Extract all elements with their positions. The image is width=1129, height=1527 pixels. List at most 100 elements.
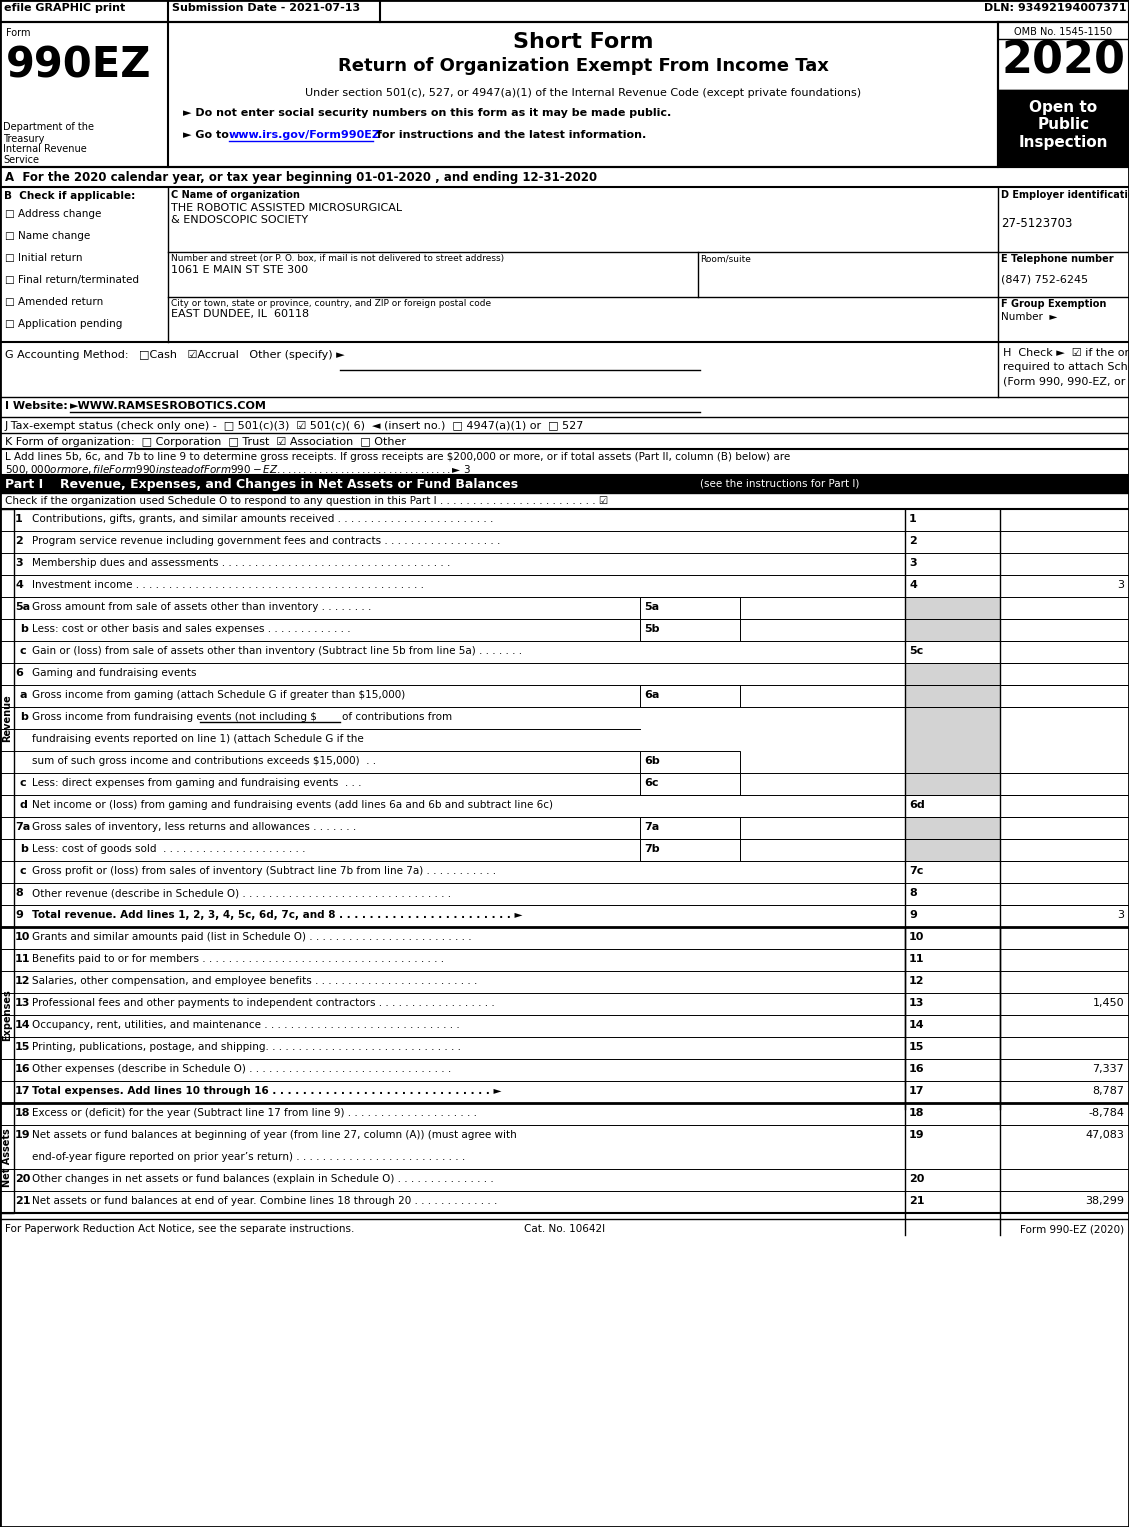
Bar (0, 927, 14, 1102)
Text: 9: 9 (909, 910, 917, 919)
Bar (0, 1102, 14, 1212)
Text: Membership dues and assessments . . . . . . . . . . . . . . . . . . . . . . . . : Membership dues and assessments . . . . … (32, 557, 450, 568)
Text: Net assets or fund balances at end of year. Combine lines 18 through 20 . . . . : Net assets or fund balances at end of ye… (32, 1196, 498, 1206)
Text: 4: 4 (909, 580, 917, 589)
Text: d: d (20, 800, 28, 809)
Text: 8: 8 (15, 889, 23, 898)
Text: 5c: 5c (909, 646, 924, 657)
Bar (1000, 838, 1129, 861)
Text: Gross profit or (loss) from sales of inventory (Subtract line 7b from line 7a) .: Gross profit or (loss) from sales of inv… (32, 866, 496, 876)
Text: F Group Exemption: F Group Exemption (1001, 299, 1106, 308)
Text: (Form 990, 990-EZ, or 990-PF).: (Form 990, 990-EZ, or 990-PF). (1003, 376, 1129, 386)
Text: Form: Form (6, 27, 30, 38)
Text: fundraising events reported on line 1) (attach Schedule G if the: fundraising events reported on line 1) (… (32, 734, 364, 744)
Text: For Paperwork Reduction Act Notice, see the separate instructions.: For Paperwork Reduction Act Notice, see … (5, 1225, 355, 1234)
Text: 1: 1 (909, 515, 917, 524)
Text: Less: cost of goods sold  . . . . . . . . . . . . . . . . . . . . . .: Less: cost of goods sold . . . . . . . .… (32, 844, 306, 854)
Text: c: c (20, 646, 27, 657)
Bar (905, 597, 1000, 641)
Text: Printing, publications, postage, and shipping. . . . . . . . . . . . . . . . . .: Printing, publications, postage, and shi… (32, 1041, 461, 1052)
Bar (640, 751, 739, 773)
Text: c: c (20, 777, 27, 788)
Text: Room/suite: Room/suite (700, 253, 751, 263)
Bar (640, 618, 739, 641)
Text: Less: direct expenses from gaming and fundraising events  . . .: Less: direct expenses from gaming and fu… (32, 777, 361, 788)
Text: Benefits paid to or for members . . . . . . . . . . . . . . . . . . . . . . . . : Benefits paid to or for members . . . . … (32, 954, 444, 964)
Text: Gain or (loss) from sale of assets other than inventory (Subtract line 5b from l: Gain or (loss) from sale of assets other… (32, 646, 522, 657)
Text: G Accounting Method:   □Cash   ☑Accrual   Other (specify) ►: G Accounting Method: □Cash ☑Accrual Othe… (5, 350, 344, 360)
Bar (640, 597, 739, 618)
Text: K Form of organization:  □ Corporation  □ Trust  ☑ Association  □ Other: K Form of organization: □ Corporation □ … (5, 437, 406, 447)
Text: 7a: 7a (644, 822, 659, 832)
Text: 5b: 5b (644, 625, 659, 634)
Text: & ENDOSCOPIC SOCIETY: & ENDOSCOPIC SOCIETY (170, 215, 308, 224)
Text: EAST DUNDEE, IL  60118: EAST DUNDEE, IL 60118 (170, 308, 309, 319)
Text: Investment income . . . . . . . . . . . . . . . . . . . . . . . . . . . . . . . : Investment income . . . . . . . . . . . … (32, 580, 425, 589)
Bar (1000, 686, 1129, 707)
Text: 8,787: 8,787 (1092, 1086, 1124, 1096)
Text: 6a: 6a (644, 690, 659, 699)
Text: A  For the 2020 calendar year, or tax year beginning 01-01-2020 , and ending 12-: A For the 2020 calendar year, or tax yea… (5, 171, 597, 183)
Text: 13: 13 (909, 999, 925, 1008)
Bar (1000, 861, 1129, 883)
Text: D Employer identification number: D Employer identification number (1001, 189, 1129, 200)
Bar (905, 707, 1000, 773)
Text: Occupancy, rent, utilities, and maintenance . . . . . . . . . . . . . . . . . . : Occupancy, rent, utilities, and maintena… (32, 1020, 460, 1031)
Text: □ Initial return: □ Initial return (5, 253, 82, 263)
Text: Gross sales of inventory, less returns and allowances . . . . . . .: Gross sales of inventory, less returns a… (32, 822, 357, 832)
Text: 15: 15 (15, 1041, 30, 1052)
Text: City or town, state or province, country, and ZIP or foreign postal code: City or town, state or province, country… (170, 299, 491, 308)
Bar (0, 508, 14, 927)
Text: 21: 21 (909, 1196, 925, 1206)
Text: □ Amended return: □ Amended return (5, 296, 103, 307)
Text: Gaming and fundraising events: Gaming and fundraising events (32, 667, 196, 678)
Text: Net assets or fund balances at beginning of year (from line 27, column (A)) (mus: Net assets or fund balances at beginning… (32, 1130, 517, 1141)
Text: 47,083: 47,083 (1085, 1130, 1124, 1141)
Text: $500,000 or more, file Form 990 instead of Form 990-EZ . . . . . . . . . . . . .: $500,000 or more, file Form 990 instead … (5, 463, 471, 476)
Text: 2: 2 (909, 536, 917, 547)
Text: Revenue: Revenue (2, 695, 12, 742)
Bar (1000, 641, 1129, 663)
Text: 19: 19 (15, 1130, 30, 1141)
Text: Salaries, other compensation, and employee benefits . . . . . . . . . . . . . . : Salaries, other compensation, and employ… (32, 976, 478, 986)
Text: 7,337: 7,337 (1092, 1064, 1124, 1073)
Text: 3: 3 (15, 557, 23, 568)
Text: 3: 3 (1117, 910, 1124, 919)
Text: Total revenue. Add lines 1, 2, 3, 4, 5c, 6d, 7c, and 8 . . . . . . . . . . . . .: Total revenue. Add lines 1, 2, 3, 4, 5c,… (32, 910, 523, 919)
Text: Under section 501(c), 527, or 4947(a)(1) of the Internal Revenue Code (except pr: Under section 501(c), 527, or 4947(a)(1)… (305, 89, 861, 98)
Text: end-of-year figure reported on prior year’s return) . . . . . . . . . . . . . . : end-of-year figure reported on prior yea… (32, 1151, 465, 1162)
Text: THE ROBOTIC ASSISTED MICROSURGICAL: THE ROBOTIC ASSISTED MICROSURGICAL (170, 203, 402, 212)
Text: 14: 14 (909, 1020, 925, 1031)
Text: B  Check if applicable:: B Check if applicable: (5, 191, 135, 202)
Text: 3: 3 (909, 557, 917, 568)
Text: Net income or (loss) from gaming and fundraising events (add lines 6a and 6b and: Net income or (loss) from gaming and fun… (32, 800, 553, 809)
Text: ► Do not enter social security numbers on this form as it may be made public.: ► Do not enter social security numbers o… (183, 108, 672, 118)
Text: □ Address change: □ Address change (5, 209, 102, 218)
Text: E Telephone number: E Telephone number (1001, 253, 1113, 264)
Text: 1061 E MAIN ST STE 300: 1061 E MAIN ST STE 300 (170, 266, 308, 275)
Text: 14: 14 (15, 1020, 30, 1031)
Text: Excess or (deficit) for the year (Subtract line 17 from line 9) . . . . . . . . : Excess or (deficit) for the year (Subtra… (32, 1109, 476, 1118)
Text: Less: cost or other basis and sales expenses . . . . . . . . . . . . .: Less: cost or other basis and sales expe… (32, 625, 351, 634)
Text: Expenses: Expenses (2, 989, 12, 1041)
Text: Internal Revenue: Internal Revenue (3, 144, 87, 154)
Text: Revenue, Expenses, and Changes in Net Assets or Fund Balances: Revenue, Expenses, and Changes in Net As… (60, 478, 518, 492)
Text: 20: 20 (15, 1174, 30, 1183)
Text: 38,299: 38,299 (1085, 1196, 1124, 1206)
Bar (905, 773, 1000, 796)
Bar (1000, 618, 1129, 641)
Text: 10: 10 (909, 931, 925, 942)
Text: 6: 6 (15, 667, 23, 678)
Text: Submission Date - 2021-07-13: Submission Date - 2021-07-13 (172, 3, 360, 14)
Text: Program service revenue including government fees and contracts . . . . . . . . : Program service revenue including govern… (32, 536, 500, 547)
Text: OMB No. 1545-1150: OMB No. 1545-1150 (1015, 27, 1112, 37)
Text: 7b: 7b (644, 844, 659, 854)
Bar (640, 686, 739, 707)
Text: Gross amount from sale of assets other than inventory . . . . . . . .: Gross amount from sale of assets other t… (32, 602, 371, 612)
Text: 6c: 6c (644, 777, 658, 788)
Text: b: b (20, 844, 28, 854)
Bar (1000, 773, 1129, 796)
Text: (see the instructions for Part I): (see the instructions for Part I) (700, 478, 859, 489)
Text: J Tax-exempt status (check only one) -  □ 501(c)(3)  ☑ 501(c)( 6)  ◄ (insert no.: J Tax-exempt status (check only one) - □… (5, 421, 585, 431)
Text: 17: 17 (909, 1086, 925, 1096)
